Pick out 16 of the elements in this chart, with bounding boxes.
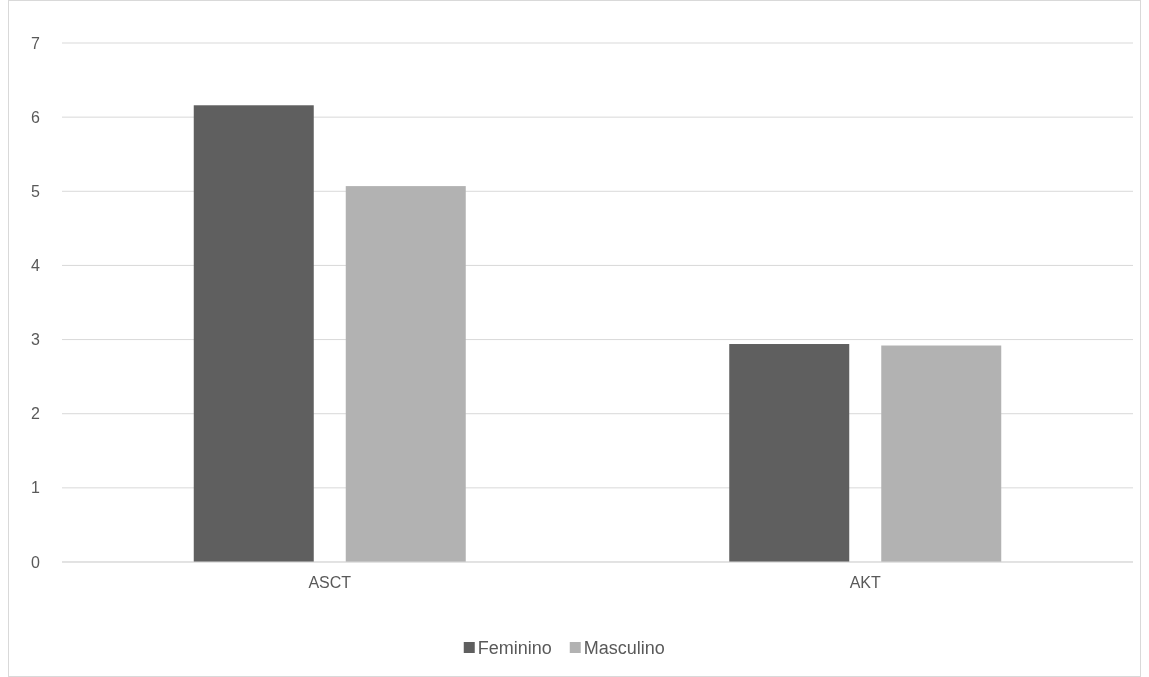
- bar: [345, 186, 466, 562]
- bar: [729, 344, 850, 562]
- y-tick-label: 4: [31, 257, 41, 275]
- y-tick-label: 7: [31, 34, 41, 52]
- x-tick-label: AKT: [849, 574, 882, 591]
- legend-label: Feminino: [477, 638, 552, 659]
- legend-label: Masculino: [583, 638, 665, 659]
- y-tick-label: 5: [31, 182, 41, 200]
- y-tick-label: 2: [31, 405, 41, 423]
- y-tick-label: 6: [31, 108, 41, 126]
- y-tick-label: 0: [31, 553, 41, 571]
- y-tick-label: 3: [31, 331, 41, 349]
- x-tick-label: ASCT: [308, 574, 352, 591]
- y-tick-label: 1: [31, 479, 41, 497]
- bar: [881, 345, 1002, 562]
- bar: [193, 105, 314, 562]
